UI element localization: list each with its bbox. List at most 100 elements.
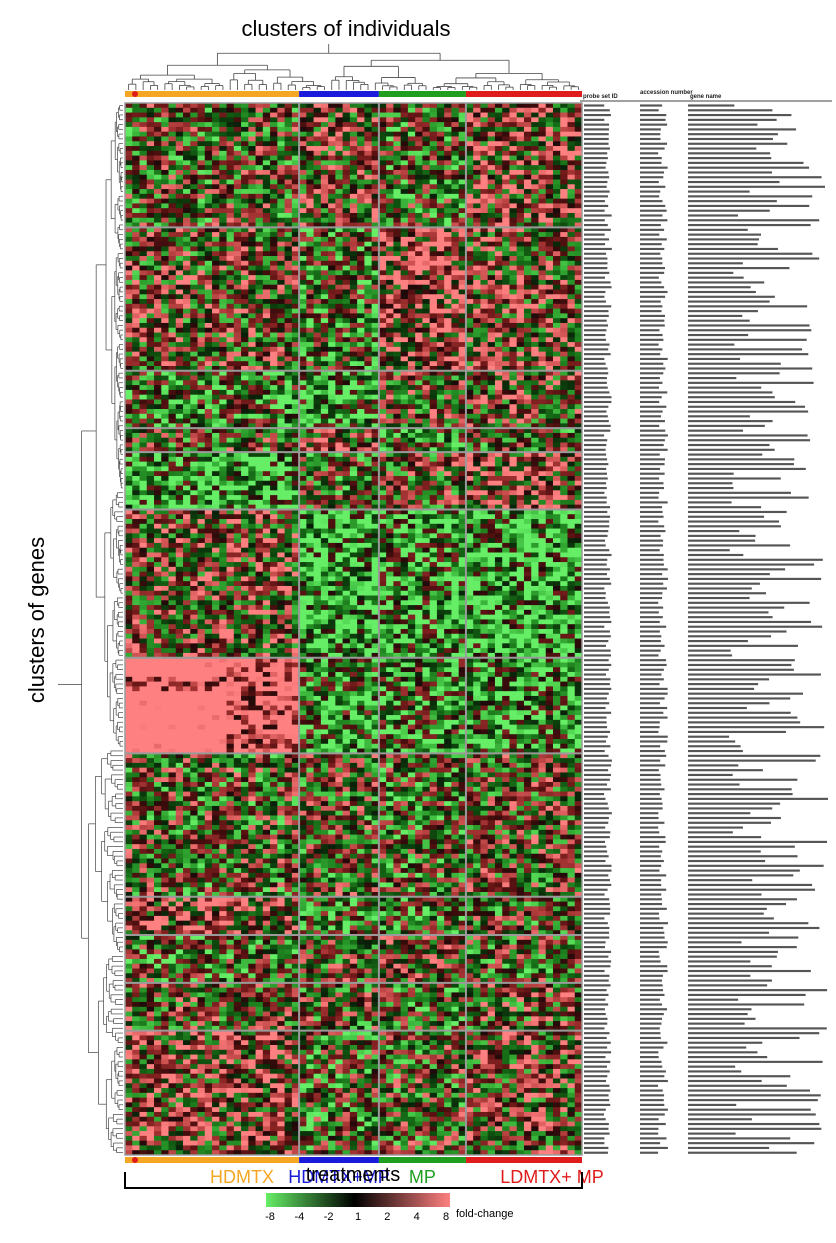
heatmap-cell — [204, 189, 213, 195]
heatmap-cell — [219, 332, 227, 338]
heatmap-cell — [531, 227, 539, 233]
heatmap-cell — [241, 222, 249, 228]
heatmap-cell — [386, 265, 394, 271]
heatmap-cell — [393, 193, 402, 200]
heatmap-cell — [226, 160, 235, 166]
heatmap-cell — [560, 284, 568, 290]
heatmap-cell — [168, 409, 177, 415]
heatmap-cell — [415, 103, 423, 109]
heatmap-cell — [190, 122, 198, 128]
heatmap-cell — [342, 232, 351, 238]
heatmap-cell — [146, 251, 155, 257]
heatmap-cell — [277, 299, 285, 305]
heatmap-cell — [494, 174, 503, 180]
heatmap-cell — [422, 150, 431, 156]
heatmap-cell — [371, 375, 380, 381]
heatmap-cell — [415, 150, 423, 156]
heatmap-cell — [146, 227, 155, 233]
heatmap-cell — [132, 232, 140, 238]
heatmap-cell — [444, 203, 452, 209]
heatmap-cell — [139, 251, 148, 257]
heatmap-cell — [255, 318, 264, 324]
heatmap-cell — [473, 275, 481, 281]
heatmap-cell — [320, 174, 329, 180]
heatmap-cell — [306, 146, 314, 152]
heatmap-cell — [407, 399, 416, 405]
heatmap-cell — [473, 126, 481, 133]
heatmap-cell — [175, 327, 184, 333]
heatmap-cell — [531, 107, 539, 113]
heatmap-cell — [320, 103, 329, 109]
heatmap-cell — [465, 370, 474, 376]
heatmap-cell — [400, 232, 409, 238]
heatmap-cell — [538, 356, 547, 362]
heatmap-cell — [552, 404, 561, 410]
heatmap-cell — [465, 313, 474, 319]
heatmap-cell — [175, 184, 184, 190]
heatmap-cell — [306, 203, 314, 209]
heatmap-cell — [197, 112, 206, 118]
heatmap-cell — [567, 169, 576, 176]
heatmap-cell — [204, 327, 213, 333]
heatmap-cell — [567, 236, 576, 243]
heatmap-cell — [494, 284, 503, 290]
heatmap-cell — [422, 299, 431, 305]
heatmap-cell — [183, 155, 191, 161]
heatmap-cell — [277, 198, 285, 204]
heatmap-cell — [480, 294, 489, 300]
heatmap-cell — [574, 189, 583, 195]
heatmap-cell — [226, 342, 235, 348]
heatmap-cell — [219, 126, 227, 133]
heatmap-cell — [574, 117, 583, 123]
heatmap-cell — [473, 232, 481, 238]
heatmap-cell — [494, 399, 503, 405]
heatmap-cell — [342, 413, 351, 419]
heatmap-cell — [487, 146, 496, 152]
heatmap-cell — [393, 251, 402, 257]
heatmap-cell — [291, 126, 300, 133]
heatmap-cell — [473, 174, 481, 180]
heatmap-cell — [552, 179, 561, 185]
heatmap-cell — [313, 375, 322, 381]
heatmap-cell — [299, 146, 307, 152]
heatmap-cell — [262, 227, 271, 233]
heatmap-cell — [523, 342, 532, 348]
heatmap-cell — [313, 131, 322, 137]
heatmap-cell — [364, 413, 373, 419]
heatmap-cell — [284, 241, 293, 247]
heatmap-cell — [328, 294, 336, 300]
heatmap-cell — [407, 318, 416, 324]
heatmap-cell — [502, 303, 510, 310]
heatmap-cell — [241, 346, 249, 353]
heatmap-cell — [255, 265, 264, 271]
heatmap-cell — [560, 112, 568, 118]
heatmap-cell — [494, 289, 503, 295]
heatmap-cell — [415, 342, 423, 348]
heatmap-cell — [132, 227, 140, 233]
heatmap-cell — [175, 409, 184, 415]
heatmap-cell — [349, 165, 358, 171]
heatmap-cell — [357, 136, 365, 142]
heatmap-cell — [560, 246, 568, 252]
heatmap-cell — [538, 232, 547, 238]
heatmap-cell — [415, 208, 423, 214]
heatmap-cell — [516, 146, 525, 152]
heatmap-cell — [328, 217, 336, 223]
heatmap-cell — [248, 193, 256, 200]
heatmap-cell — [349, 279, 358, 286]
heatmap-cell — [531, 160, 539, 166]
heatmap-cell — [567, 399, 576, 405]
heatmap-cell — [422, 275, 431, 281]
heatmap-cell — [132, 146, 140, 152]
heatmap-cell — [320, 236, 329, 243]
heatmap-cell — [415, 198, 423, 204]
heatmap-cell — [335, 146, 344, 152]
heatmap-cell — [552, 117, 561, 123]
heatmap-cell — [567, 313, 576, 319]
heatmap-cell — [328, 165, 336, 171]
heatmap-cell — [190, 351, 198, 357]
heatmap-cell — [132, 169, 140, 176]
heatmap-cell — [487, 107, 496, 113]
heatmap-cell — [538, 404, 547, 410]
heatmap-cell — [197, 160, 206, 166]
